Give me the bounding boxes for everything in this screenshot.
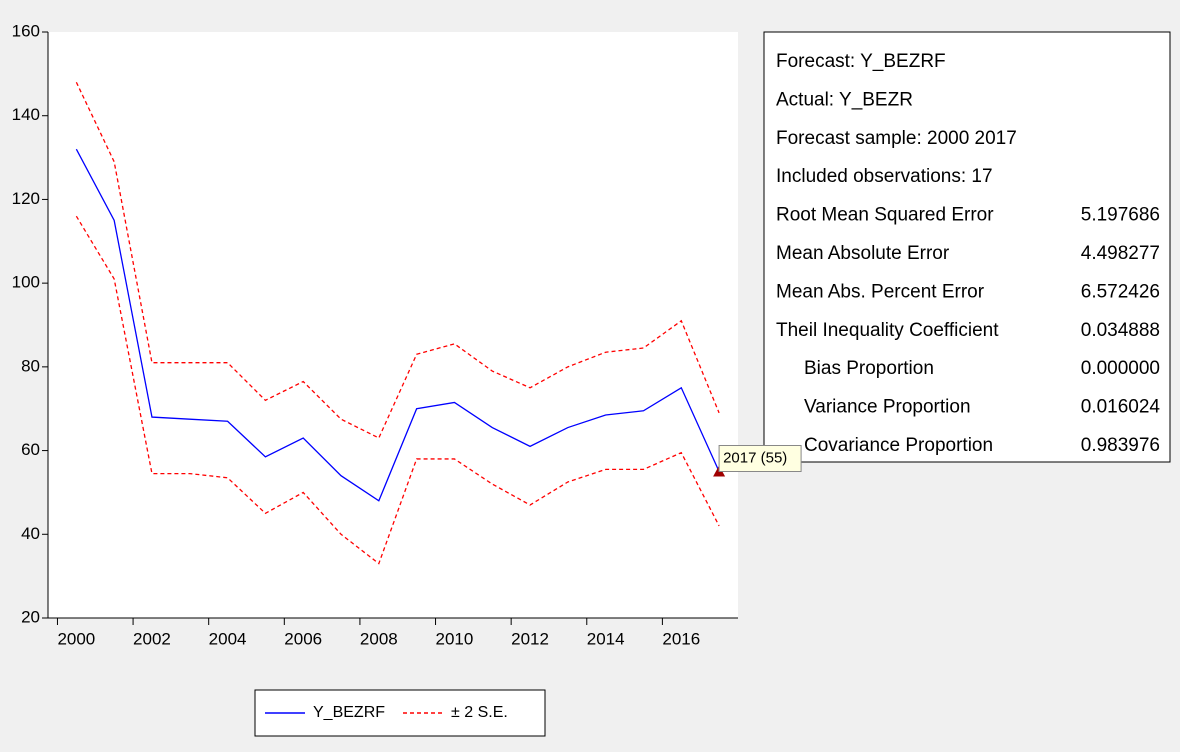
stats-label: Bias Proportion bbox=[804, 358, 934, 379]
stats-value: 5.197686 bbox=[1081, 205, 1160, 226]
stats-value: 6.572426 bbox=[1081, 281, 1160, 302]
y-tick-label: 120 bbox=[12, 189, 40, 208]
lower-band bbox=[75, 215, 720, 565]
y-tick-label: 40 bbox=[21, 524, 40, 543]
upper-band bbox=[75, 81, 720, 439]
stats-label: Variance Proportion bbox=[804, 397, 971, 418]
stats-label: Mean Absolute Error bbox=[776, 243, 950, 264]
y-tick-label: 60 bbox=[21, 440, 40, 459]
y-tick-label: 160 bbox=[12, 21, 40, 40]
tooltip: 2017 (55) bbox=[723, 449, 787, 466]
stats-header: Forecast: Y_BEZRF bbox=[776, 51, 946, 72]
stats-value: 4.498277 bbox=[1081, 243, 1160, 264]
x-tick-label: 2010 bbox=[436, 629, 474, 648]
stats-label: Mean Abs. Percent Error bbox=[776, 281, 985, 302]
stats-header: Actual: Y_BEZR bbox=[776, 89, 913, 110]
x-tick-label: 2002 bbox=[133, 629, 171, 648]
x-tick-label: 2004 bbox=[209, 629, 247, 648]
x-tick-label: 2014 bbox=[587, 629, 625, 648]
y-tick-label: 20 bbox=[21, 607, 40, 626]
x-tick-label: 2008 bbox=[360, 629, 398, 648]
plot-area bbox=[48, 32, 738, 618]
stats-label: Root Mean Squared Error bbox=[776, 205, 994, 226]
forecast-line bbox=[75, 148, 720, 502]
tooltip-box bbox=[718, 445, 802, 472]
stats-header: Forecast sample: 2000 2017 bbox=[776, 128, 1017, 149]
stats-value: 0.016024 bbox=[1081, 397, 1161, 418]
stats-value: 0.000000 bbox=[1081, 358, 1160, 379]
legend-label: ± 2 S.E. bbox=[451, 704, 508, 721]
stats-box bbox=[763, 31, 1171, 463]
x-tick-label: 2012 bbox=[511, 629, 549, 648]
x-tick-label: 2016 bbox=[662, 629, 700, 648]
stats-header: Included observations: 17 bbox=[776, 166, 993, 187]
stats-value: 0.983976 bbox=[1081, 435, 1160, 456]
stats-value: 0.034888 bbox=[1081, 320, 1160, 341]
x-tick-label: 2006 bbox=[284, 629, 322, 648]
stats-label: Theil Inequality Coefficient bbox=[776, 320, 999, 341]
stats-label: Covariance Proportion bbox=[804, 435, 993, 456]
y-tick-label: 140 bbox=[12, 105, 40, 124]
y-tick-label: 80 bbox=[21, 356, 40, 375]
legend-label: Y_BEZRF bbox=[313, 704, 385, 721]
x-tick-label: 2000 bbox=[57, 629, 95, 648]
y-tick-label: 100 bbox=[12, 273, 40, 292]
